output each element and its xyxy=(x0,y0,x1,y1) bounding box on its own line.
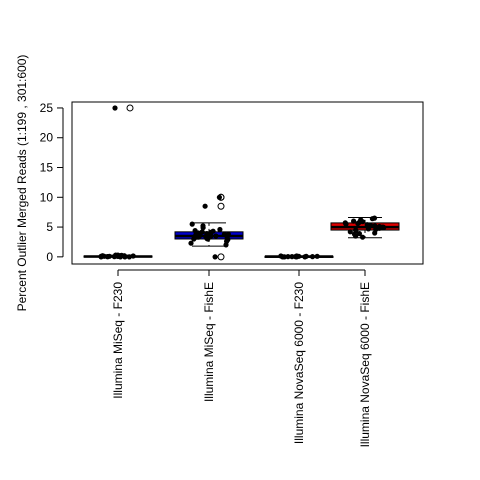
data-point-3-13 xyxy=(364,222,370,228)
data-point-1-0 xyxy=(188,240,194,246)
data-point-3-17 xyxy=(351,218,357,224)
x-tick-label-2: Illumina NovaSeq 6000 - F230 xyxy=(292,282,306,444)
data-point-3-25 xyxy=(365,226,371,232)
data-point-3-24 xyxy=(356,231,362,237)
data-point-3-23 xyxy=(342,220,348,226)
data-point-0-19 xyxy=(114,253,121,259)
x-tick-label-3: Illumina NovaSeq 6000 - FishE xyxy=(358,282,372,447)
data-point-2-14 xyxy=(294,253,300,259)
data-point-3-4 xyxy=(347,229,353,235)
y-axis: 0 5 10 15 20 25 xyxy=(40,101,64,264)
outlier-0-0 xyxy=(126,104,134,112)
y-tick-label-2: 10 xyxy=(40,190,54,204)
box-0 xyxy=(83,104,153,258)
x-tick-label-1: Illumina MiSeq - FishE xyxy=(202,282,216,402)
data-point-2-7 xyxy=(302,254,308,260)
data-point-0-11 xyxy=(126,254,132,260)
data-point-2-1 xyxy=(285,254,291,260)
data-point-1-12 xyxy=(225,231,231,237)
outlier-1-0 xyxy=(217,253,225,261)
data-point-0-16 xyxy=(122,254,128,260)
data-point-1-28 xyxy=(202,203,208,209)
data-point-1-13 xyxy=(204,231,210,237)
data-point-1-26 xyxy=(195,232,201,238)
data-point-1-27 xyxy=(210,228,216,234)
y-tick-label-4: 20 xyxy=(40,131,54,145)
data-point-1-21 xyxy=(189,221,195,227)
y-tick-label-1: 5 xyxy=(46,220,53,234)
data-point-3-22 xyxy=(380,224,386,230)
data-point-1-20 xyxy=(200,223,206,229)
x-axis: Illumina MiSeq - F230 Illumina MiSeq - Fi… xyxy=(111,269,372,447)
point-layer xyxy=(98,105,387,260)
data-point-1-30 xyxy=(212,254,218,260)
data-point-1-9 xyxy=(213,233,219,239)
data-point-3-26 xyxy=(360,219,366,225)
plot-frame xyxy=(71,101,424,265)
data-point-2-9 xyxy=(289,254,295,260)
data-point-1-22 xyxy=(223,242,229,248)
data-point-3-21 xyxy=(353,227,359,233)
data-point-3-20 xyxy=(371,215,378,221)
data-point-0-7 xyxy=(130,253,136,259)
data-point-1-24 xyxy=(221,231,227,237)
y-tick-label-5: 25 xyxy=(40,101,54,115)
data-point-1-16 xyxy=(199,229,205,235)
data-point-1-18 xyxy=(217,226,223,233)
data-point-1-29 xyxy=(216,194,222,200)
data-point-1-17 xyxy=(192,228,198,234)
data-point-0-17 xyxy=(101,253,107,259)
data-point-1-25 xyxy=(205,236,211,242)
y-tick-label-0: 0 xyxy=(46,250,53,264)
data-point-3-10 xyxy=(376,223,382,230)
box-layer xyxy=(83,104,400,261)
box-3 xyxy=(330,217,400,239)
data-point-3-11 xyxy=(372,223,378,229)
y-axis-label: Percent Outlier Merged Reads (1:199 , 30… xyxy=(15,55,29,312)
box-1 xyxy=(174,193,244,261)
outlier-1-1 xyxy=(217,202,225,210)
data-point-2-13 xyxy=(309,254,316,260)
y-tick-label-3: 15 xyxy=(40,161,54,175)
data-point-0-20 xyxy=(112,105,118,111)
data-point-2-8 xyxy=(314,253,320,259)
data-point-2-4 xyxy=(278,253,284,259)
x-tick-label-0: Illumina MiSeq - F230 xyxy=(111,282,125,399)
data-point-3-0 xyxy=(360,234,366,240)
